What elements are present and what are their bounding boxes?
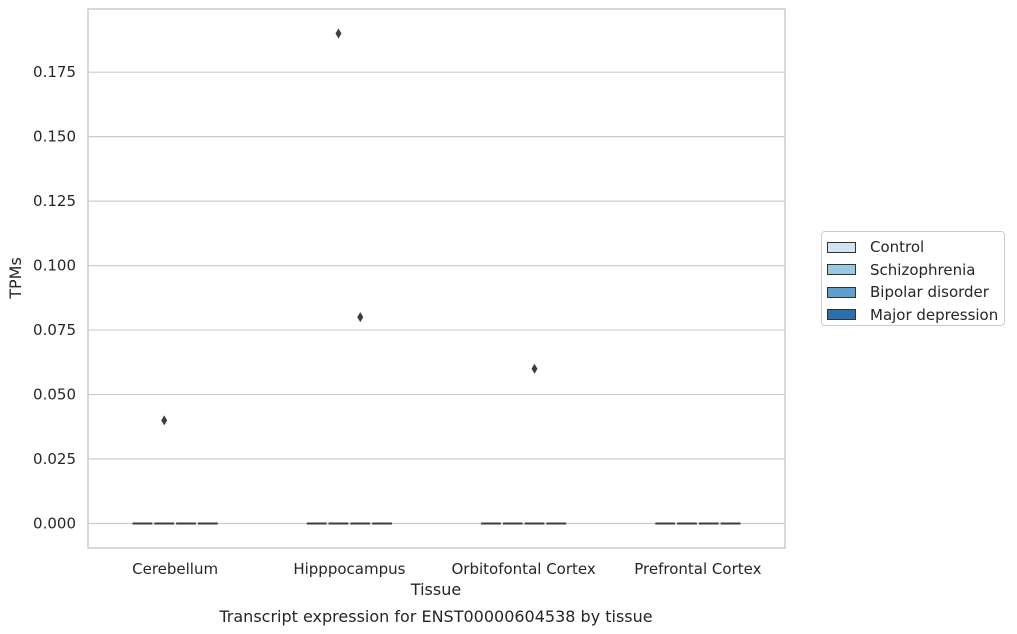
y-tick-label: 0.150 [33, 128, 76, 146]
x-tick-label: Orbitofontal Cortex [452, 560, 596, 578]
outlier-point [335, 28, 342, 39]
outlier-point [531, 363, 538, 374]
chart-caption: Transcript expression for ENST0000060453… [218, 607, 652, 626]
gridlines [88, 71, 785, 525]
legend-label: Control [870, 238, 925, 257]
legend-label: Bipolar disorder [870, 283, 989, 302]
y-tick-label: 0.025 [33, 450, 76, 468]
y-tick-label: 0.075 [33, 321, 76, 339]
legend-label: Schizophrenia [870, 260, 976, 279]
y-axis-label: TPMs [6, 257, 25, 300]
legend-item: Control [827, 236, 1004, 259]
legend-item: Schizophrenia [827, 259, 1004, 282]
outlier-point [357, 312, 364, 323]
y-tick-label: 0.000 [33, 515, 76, 533]
legend-item: Bipolar disorder [827, 281, 1004, 304]
legend-swatch [827, 286, 856, 298]
y-tick-label: 0.125 [33, 192, 76, 210]
y-tick-label: 0.100 [33, 257, 76, 275]
legend-label: Major depression [870, 305, 999, 324]
legend-swatch [827, 241, 856, 253]
legend-swatch [827, 309, 856, 321]
x-tick-label: Prefrontal Cortex [634, 560, 761, 578]
plot-frame [87, 8, 786, 549]
y-tick-labels: 0.000 0.025 0.050 0.075 0.100 0.125 0.150 0.175 [33, 63, 76, 532]
y-tick-label: 0.050 [33, 386, 76, 404]
y-tick-label: 0.175 [33, 63, 76, 81]
legend: Control Schizophrenia Bipolar disorder Majo… [821, 231, 1005, 326]
outliers [161, 28, 538, 426]
legend-item: Major depression [827, 304, 1004, 327]
x-axis-label: Tissue [410, 580, 461, 599]
x-tick-labels: Cerebellum Hipppocampus Orbitofontal Corte… [132, 560, 761, 578]
x-tick-label: Cerebellum [132, 560, 218, 578]
legend-swatch [827, 264, 856, 276]
x-tick-label: Hipppocampus [293, 560, 405, 578]
outlier-point [161, 415, 168, 426]
